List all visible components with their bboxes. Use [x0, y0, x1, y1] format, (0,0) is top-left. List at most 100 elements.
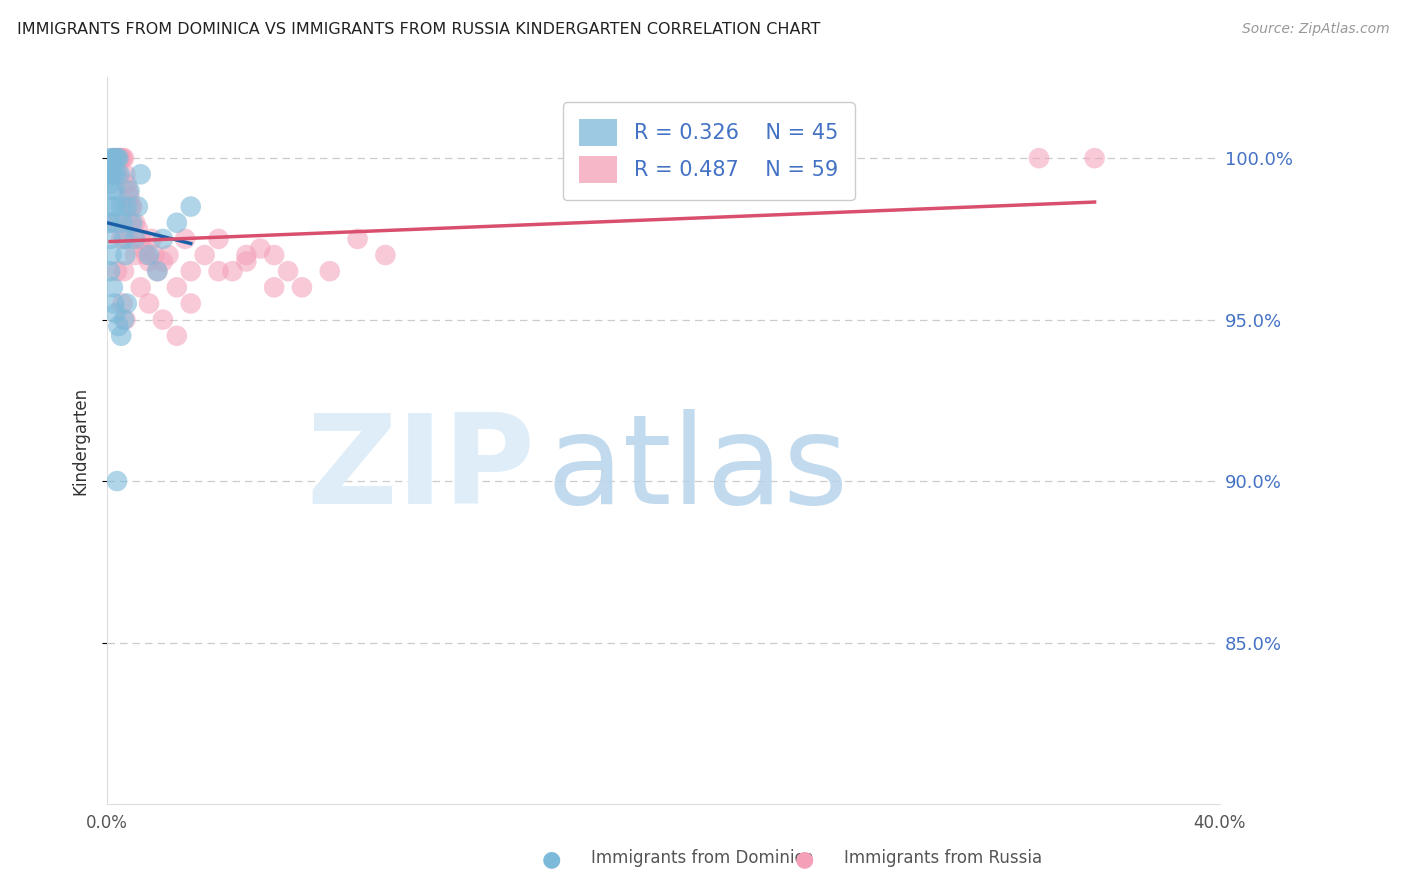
Text: atlas: atlas: [547, 409, 849, 530]
Point: [127, 200, 149, 214]
Point: [221, 264, 243, 278]
Point: [135, 248, 157, 262]
Point: [103, 296, 125, 310]
Point: [124, 216, 146, 230]
Legend: R = 0.326    N = 45, R = 0.487    N = 59: R = 0.326 N = 45, R = 0.487 N = 59: [562, 103, 855, 200]
Point: [98, 216, 121, 230]
Point: [103, 151, 125, 165]
Point: [115, 296, 138, 310]
Point: [110, 232, 132, 246]
Point: [111, 151, 134, 165]
Point: [111, 296, 134, 310]
Point: [291, 280, 314, 294]
Point: [98, 177, 121, 191]
Point: [98, 151, 121, 165]
Point: [105, 264, 128, 278]
Point: [101, 280, 124, 294]
Point: [115, 200, 138, 214]
Point: [115, 177, 138, 191]
Point: [98, 167, 121, 181]
Point: [143, 248, 166, 262]
Point: [118, 190, 141, 204]
Point: [235, 254, 257, 268]
Point: [107, 167, 129, 181]
Point: [120, 200, 142, 214]
Point: [207, 264, 229, 278]
Point: [100, 158, 122, 172]
Point: [374, 248, 396, 262]
Point: [277, 264, 299, 278]
Point: [249, 242, 271, 256]
Point: [100, 184, 122, 198]
Point: [117, 184, 139, 198]
Point: [110, 200, 132, 214]
Point: [107, 151, 129, 165]
Text: Immigrants from Russia: Immigrants from Russia: [844, 849, 1042, 867]
Text: ZIP: ZIP: [307, 409, 536, 530]
Point: [346, 232, 368, 246]
Point: [110, 328, 132, 343]
Point: [319, 264, 342, 278]
Y-axis label: Kindergarten: Kindergarten: [72, 386, 89, 495]
Point: [138, 296, 160, 310]
Point: [129, 167, 152, 181]
Point: [166, 216, 188, 230]
Point: [174, 232, 197, 246]
Point: [1028, 151, 1050, 165]
Point: [112, 151, 135, 165]
Text: Immigrants from Dominica: Immigrants from Dominica: [591, 849, 813, 867]
Point: [104, 306, 127, 320]
Text: Source: ZipAtlas.com: Source: ZipAtlas.com: [1241, 22, 1389, 37]
Point: [146, 264, 169, 278]
Point: [124, 248, 146, 262]
Point: [101, 158, 124, 172]
Point: [103, 151, 125, 165]
Point: [101, 151, 124, 165]
Point: [111, 216, 134, 230]
Point: [180, 264, 202, 278]
Point: [138, 254, 160, 268]
Point: [112, 312, 135, 326]
Point: [108, 151, 131, 165]
Point: [110, 151, 132, 165]
Point: [103, 167, 125, 181]
Point: [129, 280, 152, 294]
Point: [101, 216, 124, 230]
Text: ●: ●: [541, 849, 561, 869]
Point: [105, 151, 128, 165]
Point: [152, 312, 174, 326]
Point: [132, 242, 155, 256]
Point: [207, 232, 229, 246]
Point: [157, 248, 180, 262]
Point: [104, 151, 127, 165]
Point: [97, 167, 120, 181]
Point: [114, 248, 136, 262]
Point: [105, 474, 128, 488]
Point: [129, 232, 152, 246]
Point: [166, 328, 188, 343]
Point: [118, 184, 141, 198]
Point: [121, 200, 143, 214]
Point: [108, 167, 131, 181]
Point: [115, 232, 138, 246]
Point: [152, 232, 174, 246]
Point: [194, 248, 217, 262]
Point: [105, 167, 128, 181]
Point: [114, 312, 136, 326]
Text: ●: ●: [794, 849, 814, 869]
Point: [152, 254, 174, 268]
Point: [100, 248, 122, 262]
Point: [146, 264, 169, 278]
Point: [100, 167, 122, 181]
Point: [235, 248, 257, 262]
Point: [104, 216, 127, 230]
Point: [141, 232, 163, 246]
Point: [118, 216, 141, 230]
Point: [1084, 151, 1107, 165]
Text: IMMIGRANTS FROM DOMINICA VS IMMIGRANTS FROM RUSSIA KINDERGARTEN CORRELATION CHAR: IMMIGRANTS FROM DOMINICA VS IMMIGRANTS F…: [17, 22, 820, 37]
Point: [101, 158, 124, 172]
Point: [127, 222, 149, 236]
Point: [124, 232, 146, 246]
Point: [121, 216, 143, 230]
Point: [100, 200, 122, 214]
